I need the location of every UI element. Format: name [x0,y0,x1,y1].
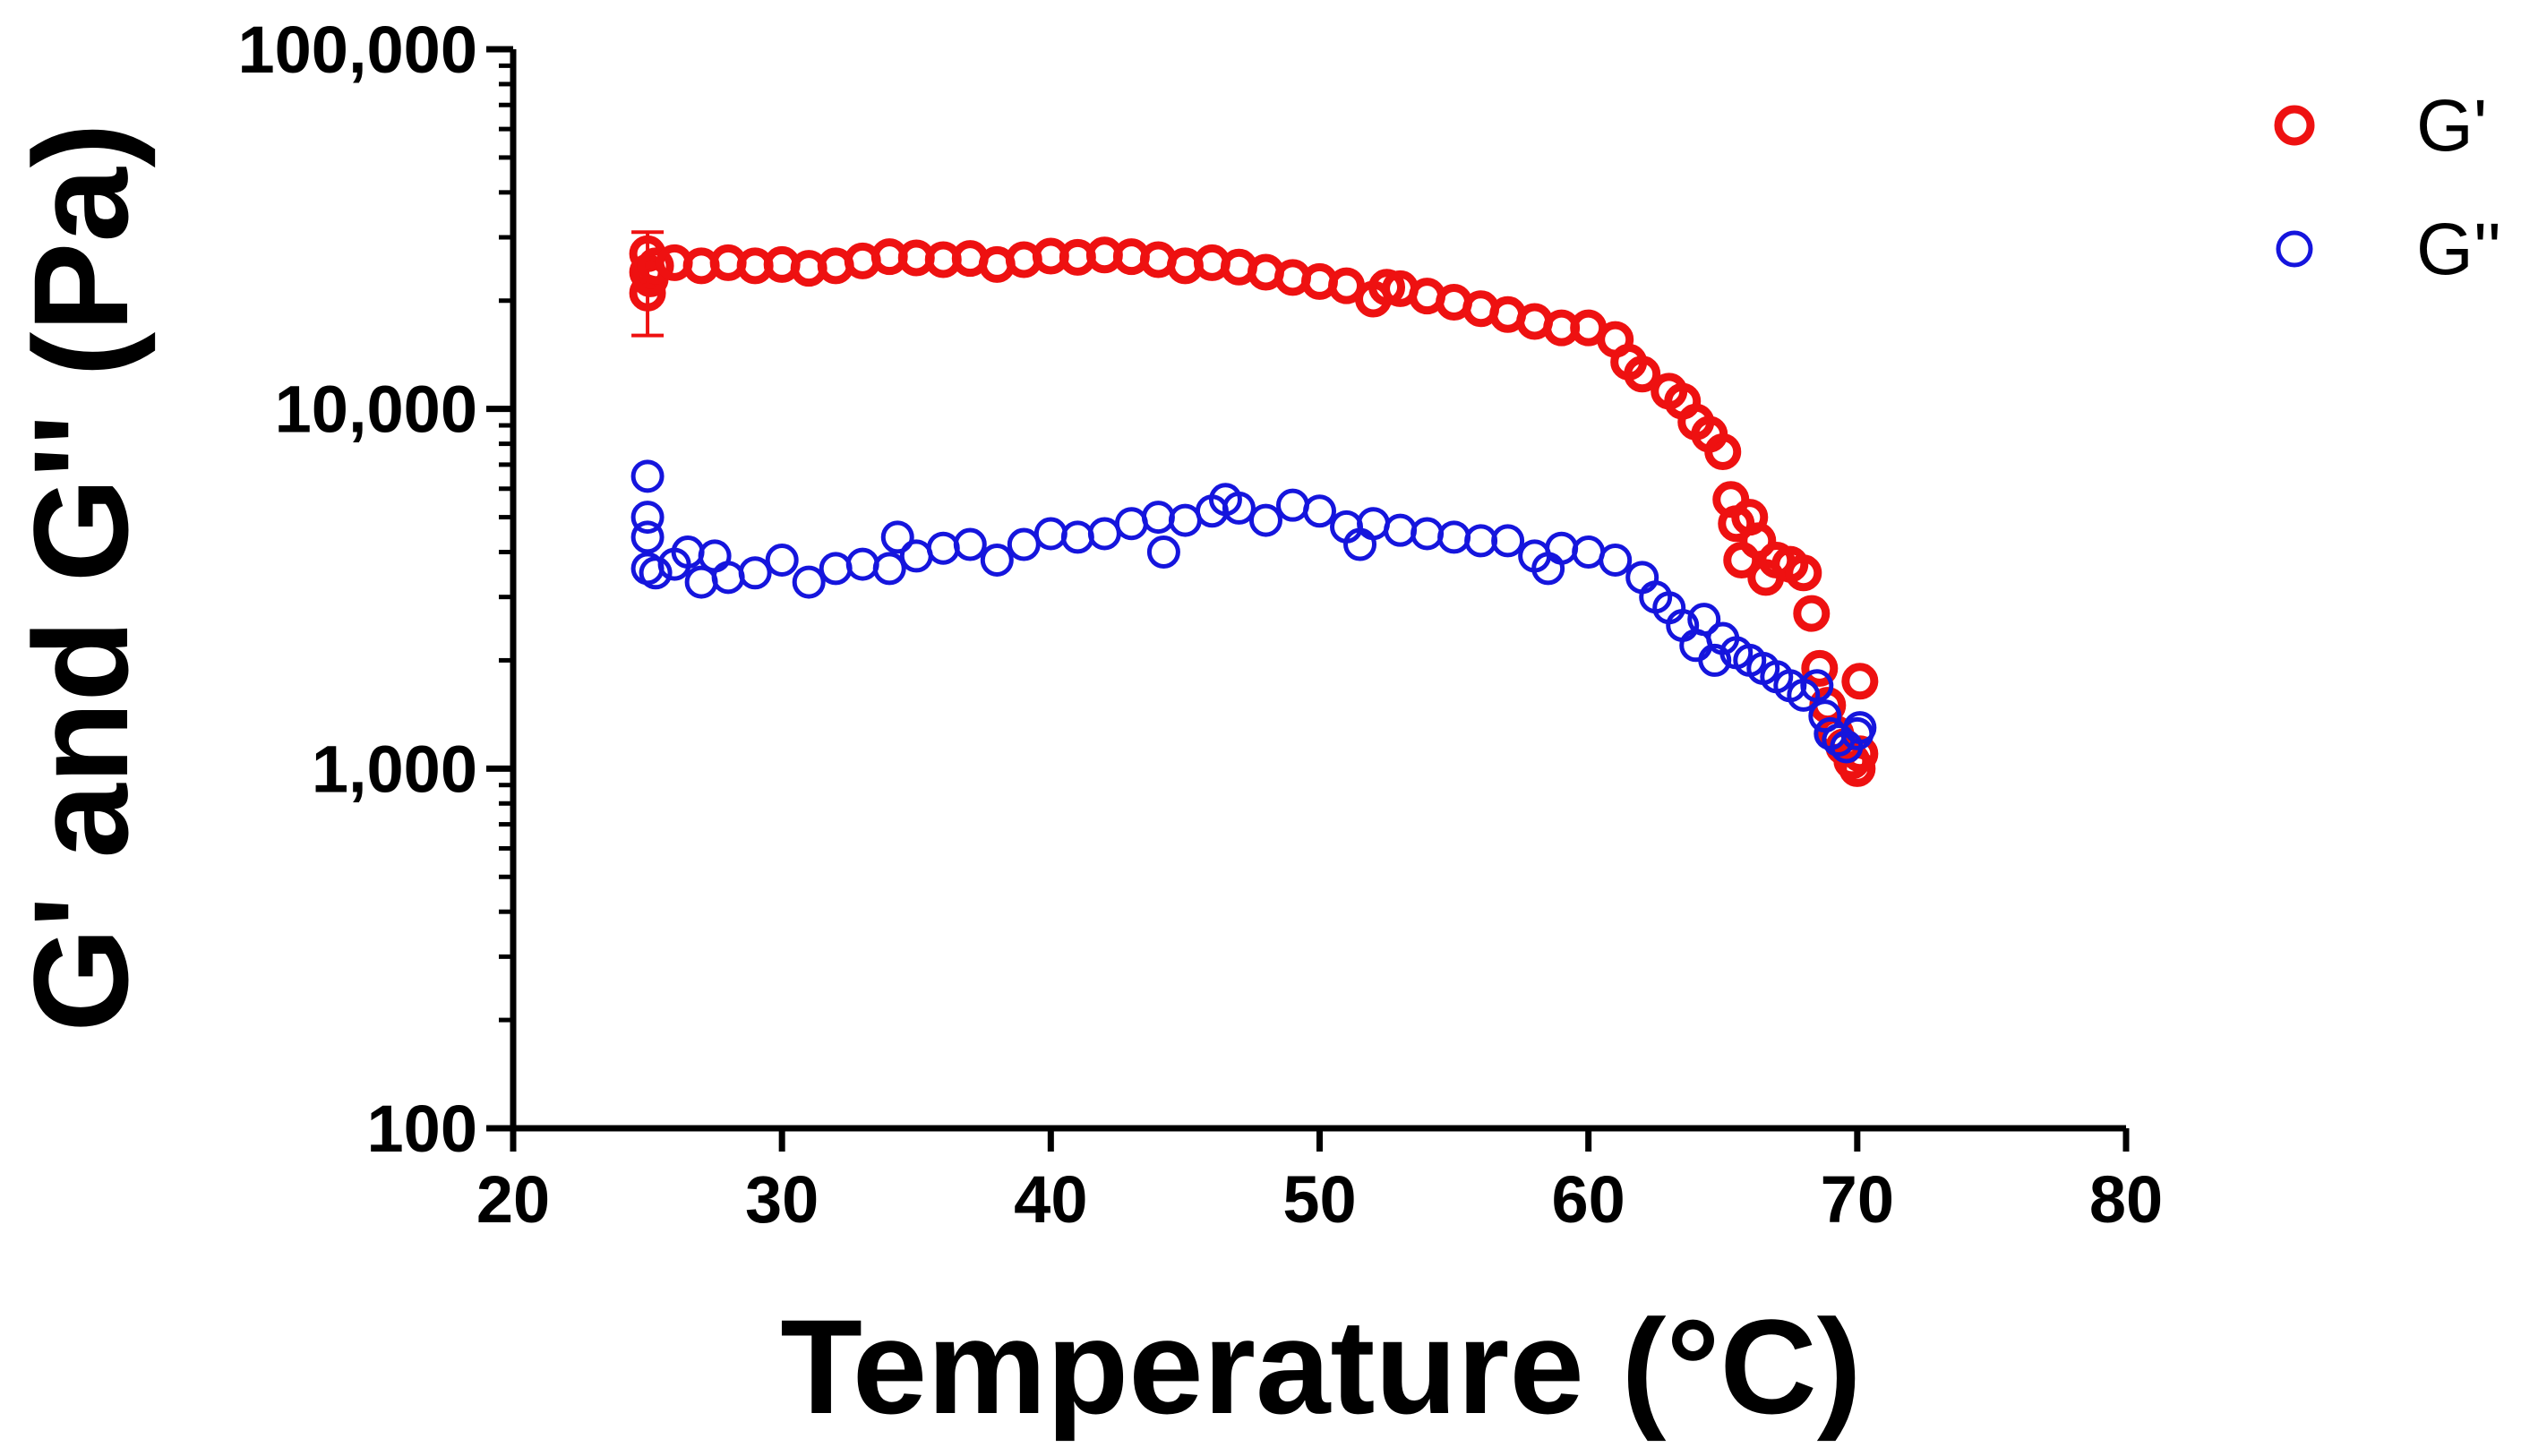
data-point [1572,535,1606,570]
data-point [845,547,879,581]
data-point [1808,699,1842,733]
legend-label-g-prime: G' [2416,85,2487,167]
x-tick-label: 40 [1014,1162,1087,1237]
data-point [1033,517,1068,551]
data-point [1357,507,1391,541]
data-point [980,543,1014,577]
data-point [1303,494,1336,528]
data-point [1114,507,1148,541]
y-tick-label: 1,000 [312,732,477,806]
data-point [630,501,665,535]
data-point [819,552,853,586]
data-point [1437,520,1471,554]
data-point [1624,355,1661,393]
data-point [1793,595,1831,632]
data-point [1368,269,1406,306]
data-point [1698,643,1732,677]
data-point [765,543,799,577]
data-point [1491,524,1525,558]
data-point [1843,711,1877,745]
data-point [1545,531,1579,565]
data-point [1801,649,1839,687]
y-tick-label: 100 [367,1092,477,1166]
data-point [698,539,732,573]
data-point [953,527,987,561]
data-point [1739,522,1777,560]
data-point [899,539,933,573]
x-tick-label: 80 [2089,1162,2163,1237]
y-axis-label: G' and G'' (Pa) [5,123,156,1032]
x-tick-label: 30 [745,1162,819,1237]
x-tick-label: 60 [1552,1162,1625,1237]
data-point [639,556,673,590]
series-g-double-prime [630,459,1877,764]
data-point [630,459,665,493]
data-point [1087,517,1121,551]
data-point [1141,501,1175,535]
x-tick-label: 20 [476,1162,550,1237]
data-point [1146,535,1180,570]
data-point [872,552,906,586]
data-point [1384,513,1418,547]
data-point [1248,503,1282,537]
x-tick-label: 70 [1821,1162,1894,1237]
data-point [1168,503,1202,537]
legend-marker-g-double-prime [2276,230,2313,268]
y-tick-label: 10,000 [275,373,477,447]
data-point [1275,488,1309,522]
axes: 20 30 40 50 60 70 80 100 1,000 10,000 100,000 [238,13,2164,1237]
data-point [637,247,674,285]
data-point [1060,520,1094,554]
data-point [630,520,665,554]
x-tick-label: 50 [1282,1162,1356,1237]
data-point [711,561,745,595]
data-point [1222,491,1256,525]
data-point [1800,669,1834,703]
legend-marker-g-prime [2274,105,2315,146]
data-point [792,565,826,599]
data-point [1599,543,1633,577]
plot-area [629,230,1879,787]
data-point [738,556,772,590]
data-point [1841,663,1879,700]
data-point [1411,517,1445,551]
data-point [1464,524,1498,558]
data-point [1704,433,1742,471]
legend: G' G'' [2274,85,2501,290]
data-point [880,520,914,554]
data-point [1785,554,1822,592]
data-point [1007,527,1041,561]
data-point [1687,603,1721,637]
series-g-prime [629,230,1879,787]
y-tick-label: 100,000 [238,13,478,87]
x-axis-label: Temperature (°C) [780,1291,1861,1442]
data-point [926,531,960,565]
legend-label-g-double-prime: G'' [2416,209,2501,290]
